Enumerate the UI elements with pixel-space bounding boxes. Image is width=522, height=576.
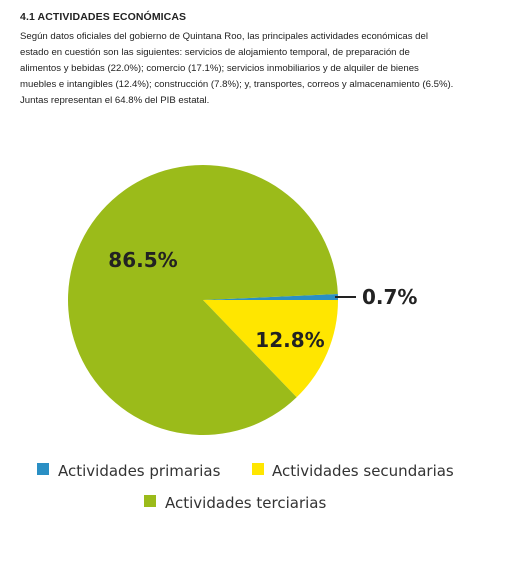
- slice-terciarias: [68, 164, 338, 435]
- paragraph-line: Juntas representan el 64.8% del PIB esta…: [20, 95, 210, 107]
- legend-item-terciarias: Actividades terciarias: [144, 494, 326, 512]
- section-heading: 4.1 ACTIVIDADES ECONÓMICAS: [20, 11, 187, 23]
- paragraph-line: Según datos oficiales del gobierno de Qu…: [20, 31, 428, 42]
- pie-labels: 0.7% 12.8% 86.5%: [108, 248, 417, 352]
- pie-slices: [68, 164, 338, 435]
- legend-label: Actividades terciarias: [165, 494, 326, 512]
- paragraph-line: muebles e intangibles (12.4%); construcc…: [20, 79, 454, 91]
- legend-item-primarias: Actividades primarias: [37, 462, 221, 480]
- label-primarias: 0.7%: [362, 285, 417, 309]
- legend-swatch: [252, 463, 264, 475]
- legend-swatch: [144, 495, 156, 507]
- label-terciarias: 86.5%: [108, 248, 177, 272]
- slice-secundarias: [203, 300, 338, 398]
- legend-label: Actividades secundarias: [272, 462, 454, 480]
- legend-item-secundarias: Actividades secundarias: [252, 462, 454, 480]
- label-secundarias: 12.8%: [255, 328, 324, 352]
- paragraph-line: estado en cuestión son las siguientes: s…: [20, 47, 410, 59]
- legend-swatch: [37, 463, 49, 475]
- legend-label: Actividades primarias: [58, 462, 221, 480]
- slice-primarias: [203, 294, 338, 300]
- section-paragraph: Según datos oficiales del gobierno de Qu…: [20, 29, 510, 109]
- paragraph-line: alimentos y bebidas (22.0%); comercio (1…: [20, 63, 419, 75]
- legend: Actividades primarias Actividades secunda…: [37, 462, 454, 512]
